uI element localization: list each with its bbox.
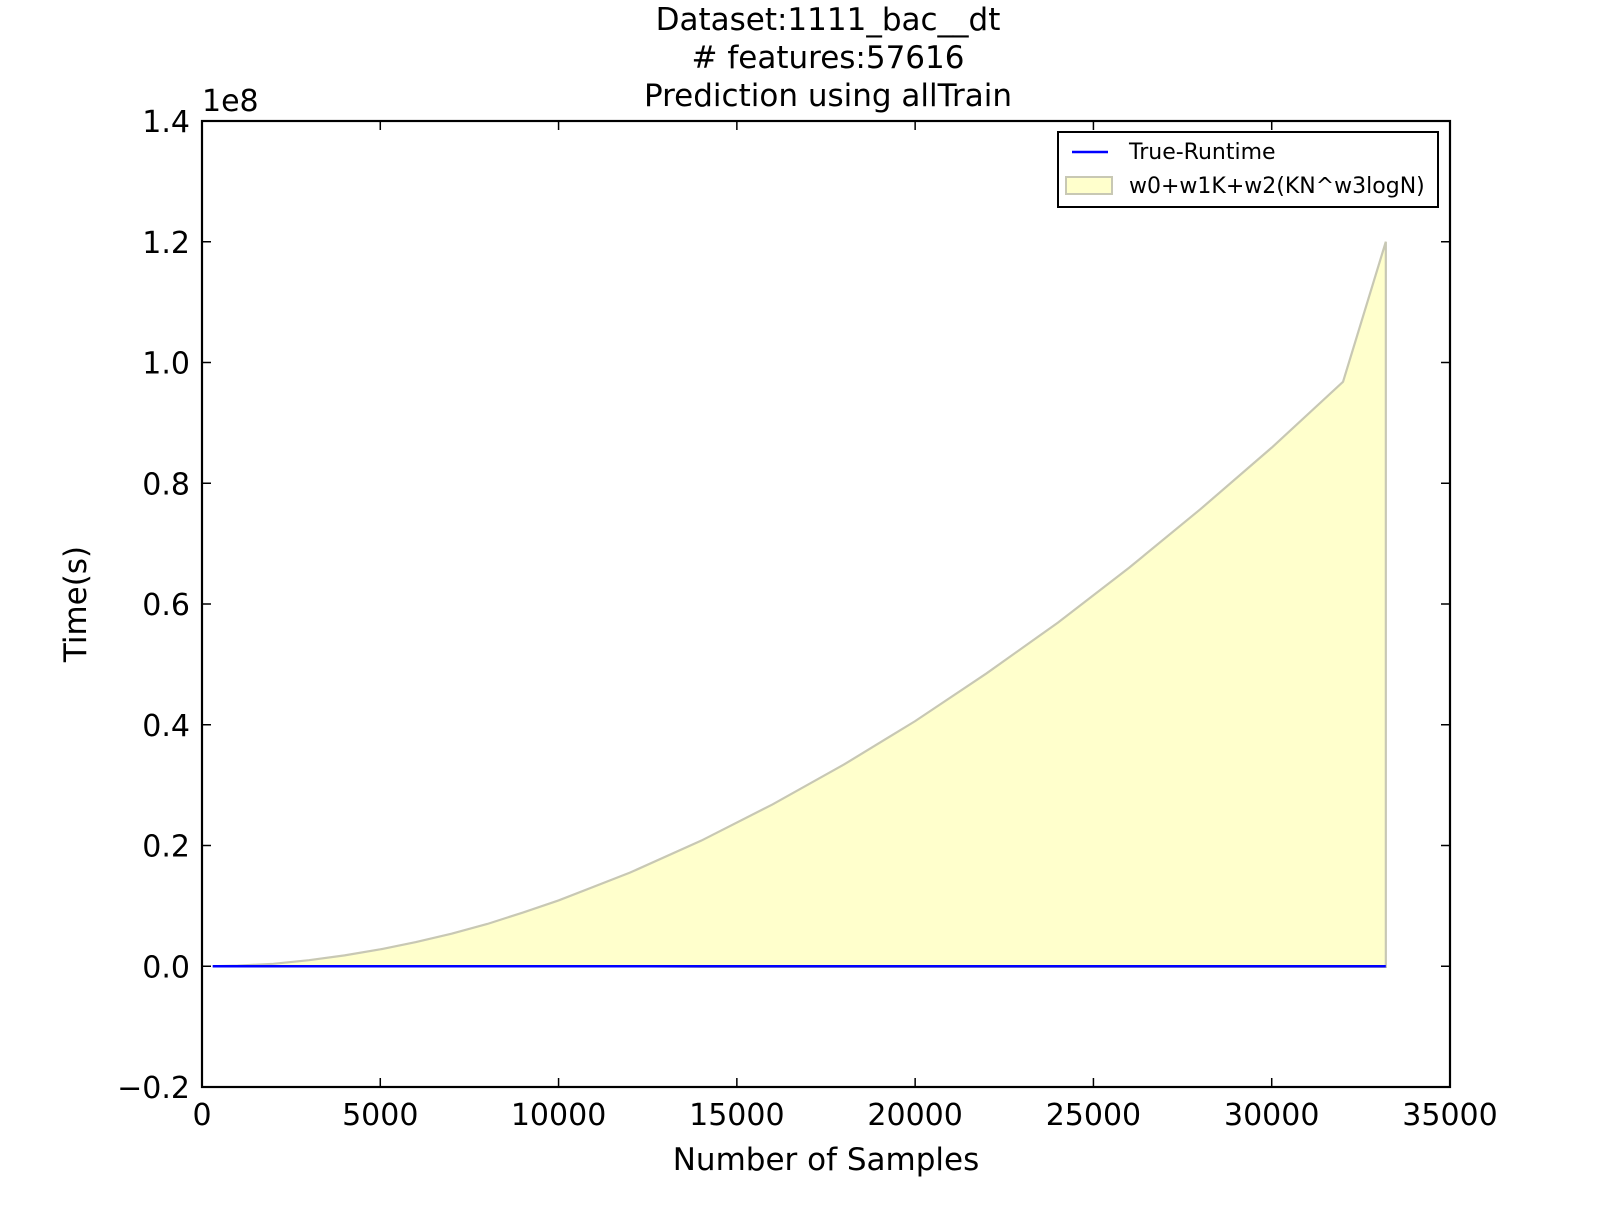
x-axis-label: Number of Samples — [673, 1142, 980, 1178]
chart-title-line-2: # features:57616 — [692, 40, 965, 76]
y-tick-label: 0.0 — [142, 950, 190, 985]
legend-true-runtime-label: True-Runtime — [1128, 140, 1276, 165]
chart-title-line-1: Dataset:1111_bac__dt — [656, 2, 1001, 38]
x-tick-label: 15000 — [689, 1098, 784, 1133]
y-tick-label: 0.2 — [142, 830, 190, 865]
y-tick-label: 0.4 — [142, 709, 190, 744]
x-tick-label: 20000 — [867, 1098, 962, 1133]
chart-title-line-3: Prediction using allTrain — [644, 78, 1012, 114]
y-tick-label: 0.6 — [142, 588, 190, 623]
x-tick-label: 35000 — [1402, 1098, 1497, 1133]
prediction-band-area — [212, 241, 1387, 968]
legend-box — [1057, 131, 1439, 208]
legend-prediction-band-label: w0+w1K+w2(KN^w3logN) — [1129, 174, 1425, 199]
x-tick-label: 30000 — [1224, 1098, 1319, 1133]
plot-data-layer — [212, 241, 1387, 968]
legend-prediction-band-swatch — [1065, 176, 1113, 195]
tick-layer: 0 5000 10000 15000 20000 25000 30000 35000 −0.2 0… — [117, 105, 1498, 1133]
x-tick-label: 25000 — [1046, 1098, 1141, 1133]
y-tick-label: 1.2 — [142, 226, 190, 261]
y-tick-label: 1.4 — [142, 105, 190, 140]
y-offset-label: 1e8 — [202, 84, 259, 119]
x-tick-label: 0 — [192, 1098, 211, 1133]
x-tick-label: 10000 — [511, 1098, 606, 1133]
y-tick-label: 0.8 — [142, 467, 190, 502]
y-tick-label: 1.0 — [142, 347, 190, 382]
x-tick-label: 5000 — [342, 1098, 418, 1133]
y-tick-label: −0.2 — [117, 1071, 190, 1106]
y-axis-label: Time(s) — [58, 546, 94, 663]
legend: True-Runtime w0+w1K+w2(KN^w3logN) — [1057, 131, 1439, 208]
